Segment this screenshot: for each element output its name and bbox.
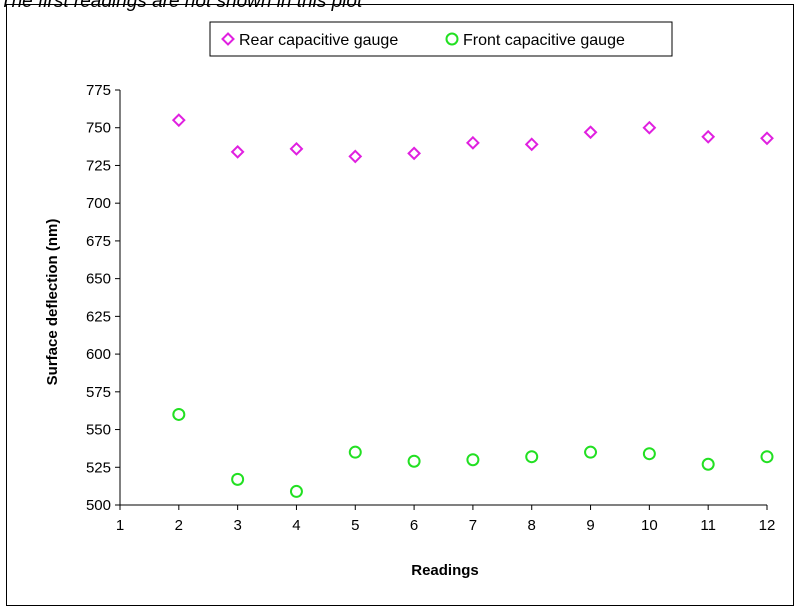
axes: [119, 90, 767, 506]
data-point-diamond: [407, 146, 422, 161]
legend-marker-circle: [445, 32, 459, 46]
data-point-circle: [289, 484, 303, 498]
data-point-circle: [466, 453, 480, 467]
y-tick-label: 525: [86, 459, 111, 476]
legend-label: Rear capacitive gauge: [239, 32, 398, 49]
y-tick-label: 675: [86, 233, 111, 250]
x-tick-label: 11: [700, 517, 716, 534]
x-tick-label: 12: [759, 517, 776, 534]
y-axis-title: Surface deflection (nm): [44, 219, 61, 386]
data-point-diamond: [701, 129, 716, 144]
series-rear-capacitive-gauge: [171, 113, 774, 164]
legend-box: [209, 21, 673, 57]
data-point-circle: [584, 445, 598, 459]
chart-frame: [6, 4, 794, 606]
y-tick-label: 550: [86, 422, 111, 439]
x-tick-label: 8: [528, 517, 536, 534]
data-point-diamond: [348, 149, 363, 164]
data-point-circle: [172, 407, 186, 421]
x-tick-label: 9: [586, 517, 594, 534]
x-tick-label: 5: [351, 517, 359, 534]
data-point-circle: [231, 472, 245, 486]
data-point-diamond: [524, 137, 539, 152]
y-tick-label: 775: [86, 82, 111, 99]
chart-note: The first readings are not shown in this…: [0, 0, 363, 12]
y-tick-label: 575: [86, 384, 111, 401]
x-tick-label: 2: [175, 517, 183, 534]
y-tick-label: 725: [86, 157, 111, 174]
data-point-diamond: [171, 113, 186, 128]
legend-label: Front capacitive gauge: [463, 32, 625, 49]
y-tick-label: 650: [86, 271, 111, 288]
data-point-circle: [760, 450, 774, 464]
y-tick-label: 625: [86, 308, 111, 325]
data-point-circle: [642, 447, 656, 461]
data-point-diamond: [642, 120, 657, 135]
x-tick-label: 3: [233, 517, 241, 534]
series-front-capacitive-gauge: [172, 407, 774, 498]
data-point-circle: [407, 454, 421, 468]
data-point-diamond: [230, 144, 245, 159]
data-point-diamond: [760, 131, 774, 146]
x-tick-label: 10: [641, 517, 658, 534]
x-tick-label: 4: [292, 517, 300, 534]
legend: Rear capacitive gauge Front capacitive ga…: [209, 21, 673, 57]
data-point-diamond: [465, 135, 480, 150]
y-tick-label: 600: [86, 346, 111, 363]
y-tick-label: 750: [86, 120, 111, 137]
data-point-circle: [525, 450, 539, 464]
data-point-diamond: [583, 125, 598, 140]
y-tick-label: 500: [86, 497, 111, 514]
x-tick-label: 1: [116, 517, 124, 534]
x-tick-label: 7: [469, 517, 477, 534]
x-axis-title: Readings: [411, 562, 479, 579]
legend-marker-diamond: [221, 32, 235, 46]
x-tick-label: 6: [410, 517, 418, 534]
data-point-circle: [701, 457, 715, 471]
data-point-diamond: [289, 141, 304, 156]
data-point-circle: [348, 445, 362, 459]
y-tick-label: 700: [86, 195, 111, 212]
